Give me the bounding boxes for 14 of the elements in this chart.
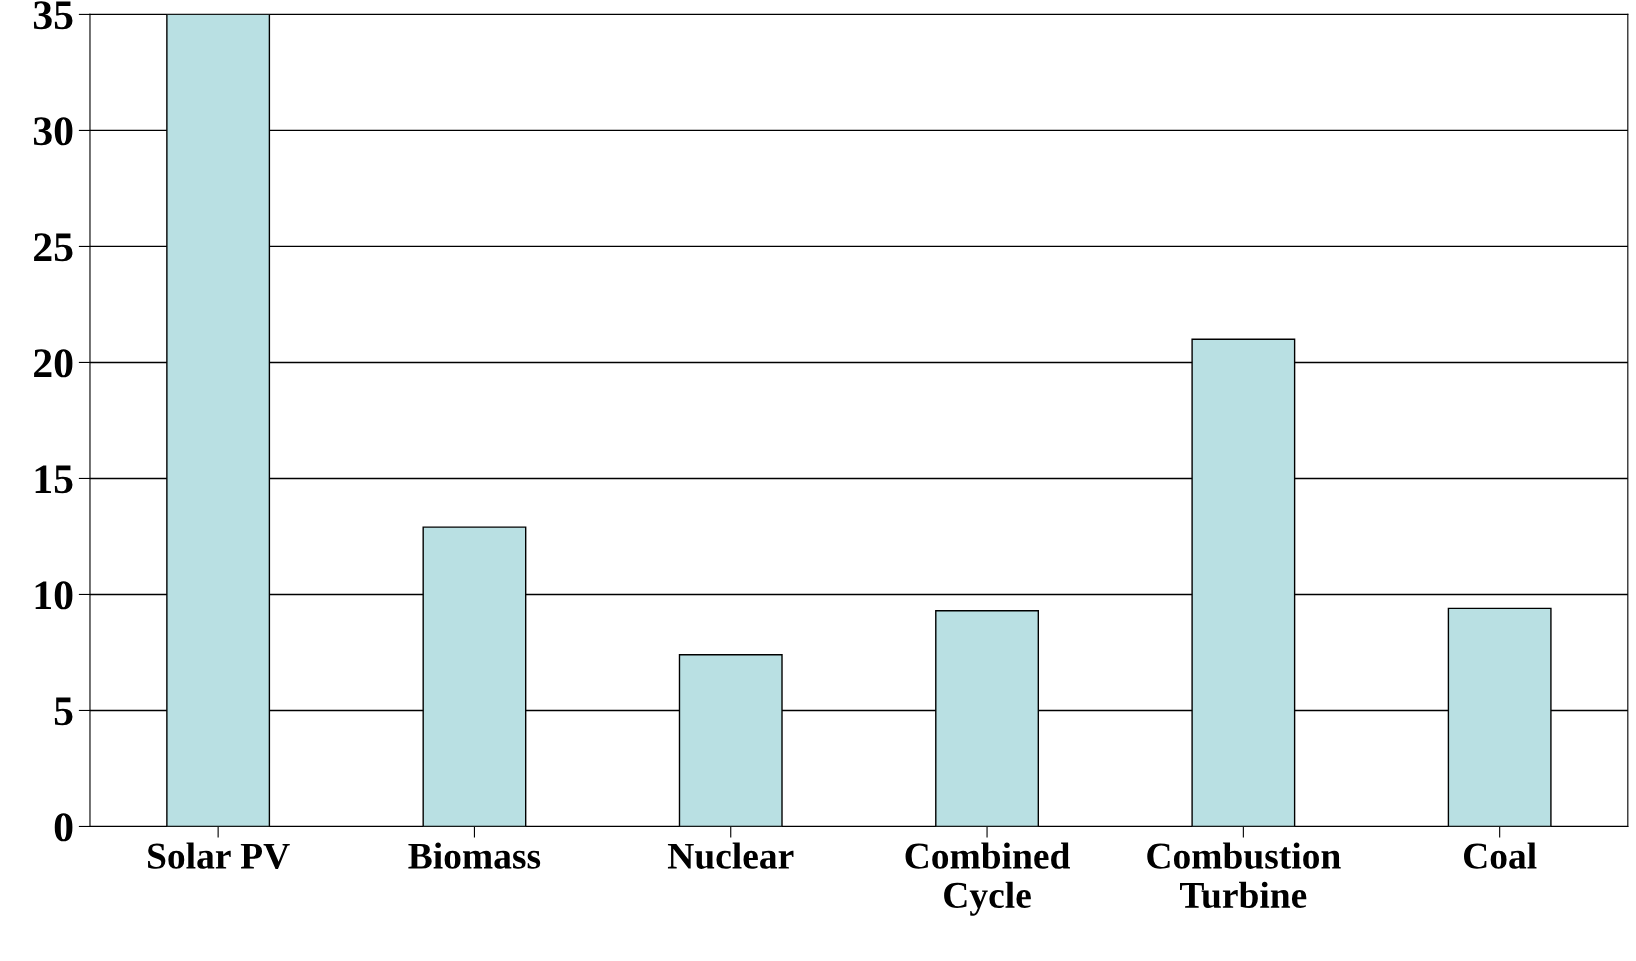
x-tick-label: Biomass xyxy=(408,842,541,869)
x-tick-label: Combined Cycle xyxy=(905,842,1070,916)
x-tick-label: Nuclear xyxy=(667,842,794,869)
y-tick-label: 25 xyxy=(34,233,73,262)
x-tick-label: Coal xyxy=(1464,842,1537,869)
y-tick-label: 15 xyxy=(35,465,73,494)
y-tick-label: 5 xyxy=(54,697,73,726)
y-tick-label: 0 xyxy=(54,813,73,842)
x-tick-label: Solar PV xyxy=(148,842,290,870)
y-tick-label: 20 xyxy=(34,349,73,378)
y-tick-label: 30 xyxy=(33,117,73,146)
y-tick-label: 35 xyxy=(33,1,73,30)
x-tick-label: Combustion Turbine xyxy=(1147,842,1341,909)
y-tick-label: 10 xyxy=(35,581,73,610)
